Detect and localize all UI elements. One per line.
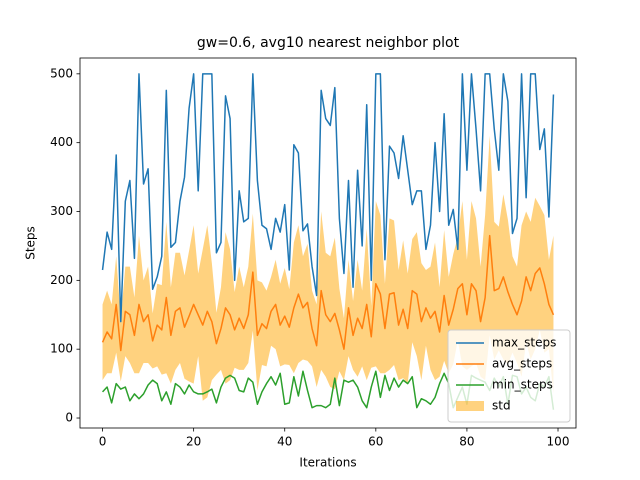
y-tick-label: 200 xyxy=(50,273,73,287)
y-axis-label: Steps xyxy=(24,226,38,260)
y-tick-label: 500 xyxy=(50,66,73,80)
legend-box xyxy=(447,329,571,423)
x-axis-label: Iterations xyxy=(299,456,356,470)
x-tick-label: 60 xyxy=(368,435,383,449)
x-tick-label: 40 xyxy=(277,435,292,449)
series-line xyxy=(101,234,555,352)
y-tick-label: 400 xyxy=(50,135,73,149)
x-tick-label: 80 xyxy=(459,435,474,449)
series-line xyxy=(101,73,555,323)
axes-frame xyxy=(79,57,577,429)
legend-label: std xyxy=(492,399,511,413)
legend-label: avg_steps xyxy=(492,357,552,371)
x-tick-label: 20 xyxy=(186,435,201,449)
y-tick-label: 0 xyxy=(65,411,73,425)
chart-title: gw=0.6, avg10 nearest neighbor plot xyxy=(197,35,460,51)
y-tick-label: 300 xyxy=(50,204,73,218)
x-tick-label: 100 xyxy=(547,435,570,449)
y-tick-label: 100 xyxy=(50,342,73,356)
plot-area xyxy=(101,73,555,410)
legend-label: min_steps xyxy=(492,378,553,392)
legend-swatch xyxy=(456,401,484,411)
legend-label: max_steps xyxy=(492,336,556,350)
x-tick-label: 0 xyxy=(99,435,107,449)
